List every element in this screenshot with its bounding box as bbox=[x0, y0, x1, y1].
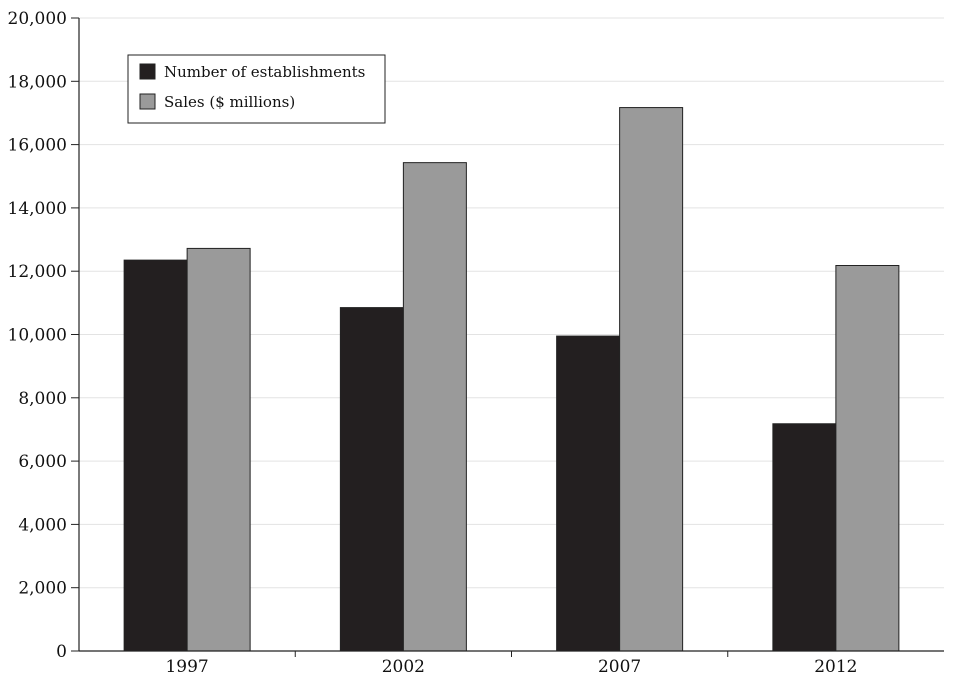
y-tick-label: 10,000 bbox=[8, 326, 67, 346]
bar-sales bbox=[619, 107, 684, 652]
bars bbox=[123, 107, 900, 652]
x-tick-label: 2012 bbox=[814, 657, 857, 673]
y-tick-label: 8,000 bbox=[18, 389, 67, 409]
bar-sales bbox=[186, 247, 251, 652]
bar-establishments bbox=[123, 259, 188, 652]
y-tick-label: 16,000 bbox=[8, 136, 67, 156]
bar-establishments bbox=[339, 307, 404, 652]
y-tick-label: 6,000 bbox=[18, 452, 67, 472]
y-tick-label: 2,000 bbox=[18, 579, 67, 599]
bar-sales bbox=[835, 265, 900, 652]
y-axis-ticks: 0 2,000 4,000 6,000 8,000 10,000 12,000 14,000 1… bbox=[8, 9, 79, 662]
y-tick-label: 0 bbox=[56, 642, 67, 662]
y-tick-label: 14,000 bbox=[8, 199, 67, 219]
legend-label-establishments: Number of establishments bbox=[164, 63, 365, 81]
bar-establishments bbox=[556, 335, 621, 652]
y-tick-label: 12,000 bbox=[8, 262, 67, 282]
x-tick-label: 1997 bbox=[165, 657, 208, 673]
x-axis-ticks: 1997 2002 2007 2012 bbox=[165, 651, 858, 673]
y-tick-label: 18,000 bbox=[8, 72, 67, 92]
legend-box bbox=[127, 54, 386, 124]
x-tick-label: 2007 bbox=[598, 657, 641, 673]
legend-swatch-establishments bbox=[139, 63, 156, 80]
y-tick-label: 20,000 bbox=[8, 9, 67, 29]
bar-sales bbox=[402, 162, 467, 652]
legend: Number of establishments Sales ($ millio… bbox=[127, 54, 386, 124]
y-tick-label: 4,000 bbox=[18, 515, 67, 535]
x-tick-label: 2002 bbox=[382, 657, 425, 673]
bar-establishments bbox=[772, 423, 837, 652]
legend-swatch-sales bbox=[139, 93, 156, 110]
legend-label-sales: Sales ($ millions) bbox=[164, 93, 295, 111]
